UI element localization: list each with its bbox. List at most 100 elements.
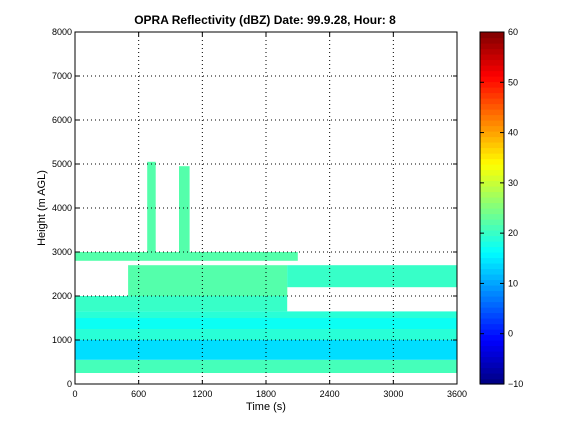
colorbar-tick-label: 20: [508, 228, 518, 238]
colorbar-segment: [480, 290, 504, 297]
x-tick-label: 3600: [447, 389, 467, 399]
colorbar-segment: [480, 153, 504, 160]
colorbar-segment: [480, 48, 504, 55]
colorbar-segment: [480, 109, 504, 116]
colorbar-tick-label: 60: [508, 27, 518, 37]
x-tick-label: 1800: [256, 389, 276, 399]
colorbar-segment: [480, 103, 504, 110]
y-tick-label: 2000: [52, 291, 72, 301]
colorbar-segment: [480, 87, 504, 94]
echo-region-10: [147, 161, 156, 252]
colorbar-segment: [480, 81, 504, 88]
colorbar-segment: [480, 257, 504, 264]
echo-region-6: [75, 296, 288, 312]
echo-region-8: [128, 265, 288, 296]
colorbar-segment: [480, 285, 504, 292]
colorbar-segment: [480, 373, 504, 380]
y-tick-label: 6000: [52, 115, 72, 125]
colorbar-segment: [480, 208, 504, 215]
colorbar-segment: [480, 65, 504, 72]
colorbar-segment: [480, 164, 504, 171]
echo-region-11: [179, 166, 190, 252]
y-tick-label: 5000: [52, 159, 72, 169]
colorbar-segment: [480, 32, 504, 39]
colorbar-tick-label: 50: [508, 77, 518, 87]
y-tick-label: 8000: [52, 27, 72, 37]
plot-area: 0 600 1200 1800 2400 3000 3600 0 1000 2000 3000 40…: [52, 27, 467, 399]
colorbar-segment: [480, 318, 504, 325]
echo-region-7: [75, 252, 298, 261]
colorbar-segment: [480, 158, 504, 165]
x-tick-label: 0: [72, 389, 77, 399]
colorbar-segment: [480, 37, 504, 44]
chart-title: OPRA Reflectivity (dBZ) Date: 99.9.28, H…: [134, 13, 396, 27]
colorbar-segment: [480, 323, 504, 330]
colorbar-segment: [480, 345, 504, 352]
colorbar-ticks: −10 0 10 20 30 40 50 60: [480, 27, 523, 389]
colorbar: −10 0 10 20 30 40 50 60: [479, 27, 523, 389]
colorbar-segment: [480, 197, 504, 204]
colorbar-segment: [480, 329, 504, 336]
colorbar-segment: [480, 120, 504, 127]
colorbar-segment: [480, 351, 504, 358]
y-axis: 0 1000 2000 3000 4000 5000 6000 7000 8000: [52, 27, 457, 389]
grid-lines: [75, 32, 457, 384]
colorbar-segment: [480, 186, 504, 193]
echo-region-5: [75, 311, 457, 318]
colorbar-segment: [480, 70, 504, 77]
colorbar-segment: [480, 202, 504, 209]
x-tick-label: 3000: [383, 389, 403, 399]
colorbar-segment: [480, 98, 504, 105]
colorbar-segment: [480, 43, 504, 50]
colorbar-segment: [480, 136, 504, 143]
colorbar-segment: [480, 76, 504, 83]
colorbar-tick-label: 10: [508, 278, 518, 288]
colorbar-segment: [480, 114, 504, 121]
colorbar-segment: [480, 296, 504, 303]
colorbar-segment: [480, 252, 504, 259]
echo-layer: [75, 161, 457, 373]
colorbar-segment: [480, 219, 504, 226]
colorbar-segment: [480, 180, 504, 187]
x-axis-label: Time (s): [246, 401, 286, 413]
colorbar-segment: [480, 340, 504, 347]
colorbar-segment: [480, 246, 504, 253]
colorbar-segment: [480, 131, 504, 138]
colorbar-segment: [480, 230, 504, 237]
colorbar-tick-label: 30: [508, 178, 518, 188]
colorbar-segment: [480, 334, 504, 341]
colorbar-segment: [480, 279, 504, 286]
y-tick-label: 0: [67, 379, 72, 389]
y-tick-label: 7000: [52, 71, 72, 81]
colorbar-segment: [480, 312, 504, 319]
colorbar-segment: [480, 147, 504, 154]
colorbar-segment: [480, 307, 504, 314]
colorbar-segment: [480, 378, 504, 385]
y-axis-label: Height (m AGL): [36, 170, 48, 246]
colorbar-segment: [480, 263, 504, 270]
colorbar-segment: [480, 268, 504, 275]
x-axis: 0 600 1200 1800 2400 3000 3600: [72, 32, 467, 399]
x-tick-label: 2400: [320, 389, 340, 399]
colorbar-segment: [480, 59, 504, 66]
colorbar-segment: [480, 301, 504, 308]
colorbar-segment: [480, 125, 504, 132]
y-tick-label: 3000: [52, 247, 72, 257]
y-tick-label: 4000: [52, 203, 72, 213]
echo-region-9: [287, 265, 457, 288]
y-tick-label: 1000: [52, 335, 72, 345]
colorbar-segment: [480, 142, 504, 149]
colorbar-segment: [480, 235, 504, 242]
colorbar-segment: [480, 191, 504, 198]
colorbar-segment: [480, 362, 504, 369]
colorbar-tick-label: 40: [508, 128, 518, 138]
colorbar-segment: [480, 92, 504, 99]
echo-region-3: [75, 329, 457, 340]
colorbar-segment: [480, 241, 504, 248]
colorbar-tick-label: 0: [508, 329, 513, 339]
colorbar-segment: [480, 213, 504, 220]
colorbar-frame: [479, 31, 505, 385]
colorbar-segment: [480, 175, 504, 182]
colorbar-segment: [480, 224, 504, 231]
